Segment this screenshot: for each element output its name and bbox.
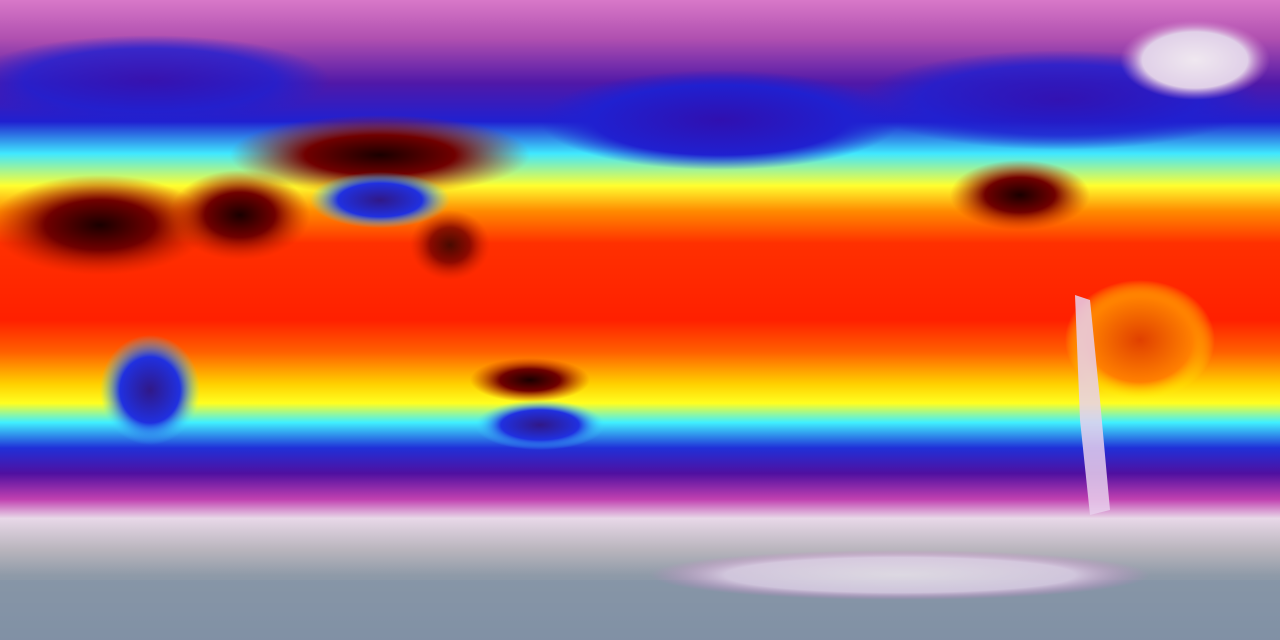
central-asia-hot-region [230,115,530,195]
tibet-cold-region [310,172,450,228]
australia-cold-region [475,400,605,450]
mexico-hot-region [950,160,1090,230]
southern-africa-cold-region [100,335,200,445]
south-america-warm-region [1065,280,1215,400]
sahara-hot-region [0,175,210,275]
greenland-ice [1120,20,1270,100]
andes-cold-strip [1075,295,1110,515]
middle-east-hot-region [170,170,310,260]
siberia-cold-region [0,35,330,125]
india-hot-region [410,210,490,280]
antarctic-ice-shelf [650,550,1150,600]
north-pacific-cold-region [540,70,900,170]
australia-warm-region [470,358,590,402]
